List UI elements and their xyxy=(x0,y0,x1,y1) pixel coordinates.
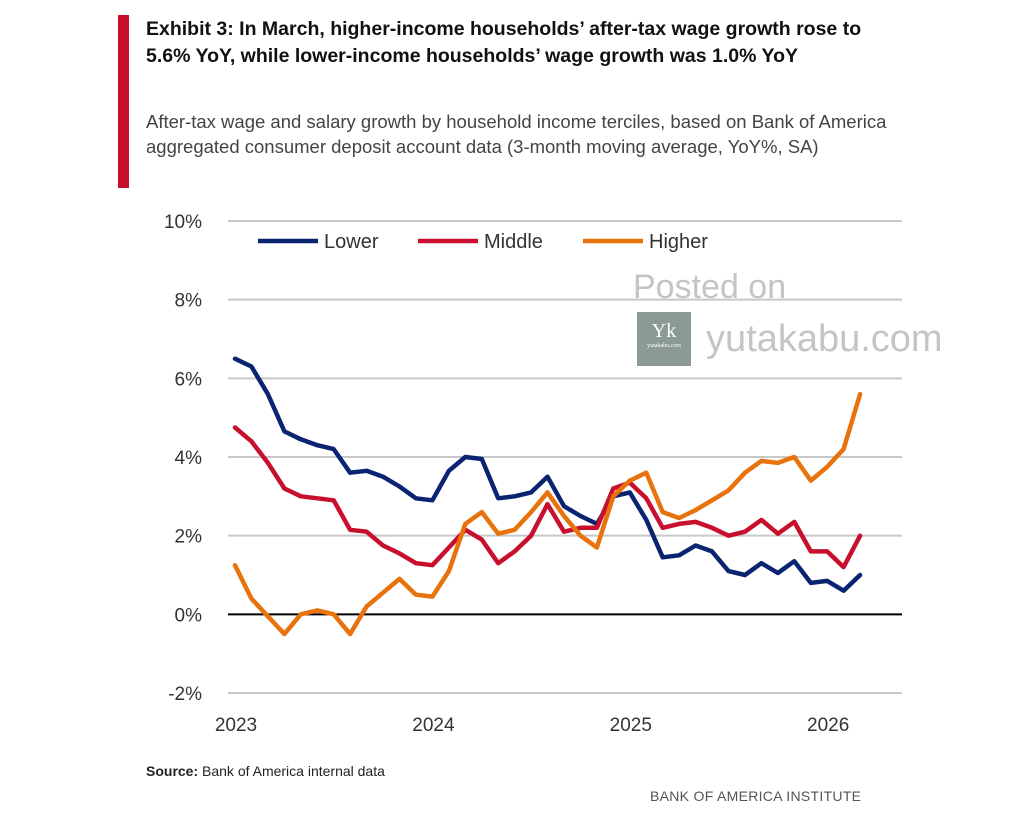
x-tick-label: 2025 xyxy=(610,715,652,736)
series-line-lower xyxy=(232,356,863,593)
watermark-site: yutakabu.com xyxy=(706,318,943,360)
y-tick-label: 2% xyxy=(175,527,203,548)
x-tick-label: 2023 xyxy=(215,715,257,736)
watermark-posted-on: Posted on xyxy=(633,268,787,306)
y-tick-label: 10% xyxy=(164,212,202,233)
chart-subtitle: After-tax wage and salary growth by hous… xyxy=(146,111,887,157)
y-tick-label: 4% xyxy=(175,448,203,469)
y-tick-label: -2% xyxy=(168,684,202,705)
y-tick-label: 0% xyxy=(175,605,203,626)
chart-title: Exhibit 3: In March, higher-income house… xyxy=(146,18,862,67)
series-line-middle xyxy=(232,425,863,570)
source-label: Source: xyxy=(146,763,199,779)
series-line-higher xyxy=(232,391,863,637)
source-note: Source: Bank of America internal data xyxy=(146,763,385,779)
watermark-logo-small: yutakabu.com xyxy=(647,343,681,349)
legend-label-middle: Middle xyxy=(484,231,543,253)
y-tick-label: 8% xyxy=(175,291,203,312)
x-tick-label: 2026 xyxy=(807,715,849,736)
accent-bar xyxy=(118,15,129,188)
source-text: Bank of America internal data xyxy=(198,763,385,779)
watermark-logo-letter: Yk xyxy=(651,320,677,342)
legend-label-lower: Lower xyxy=(324,231,379,253)
legend-label-higher: Higher xyxy=(649,231,708,253)
brand-label: BANK OF AMERICA INSTITUTE xyxy=(650,788,862,804)
x-tick-label: 2024 xyxy=(412,715,455,736)
watermark-logo: Yk yutakabu.com xyxy=(637,312,691,366)
y-tick-label: 6% xyxy=(175,369,203,390)
